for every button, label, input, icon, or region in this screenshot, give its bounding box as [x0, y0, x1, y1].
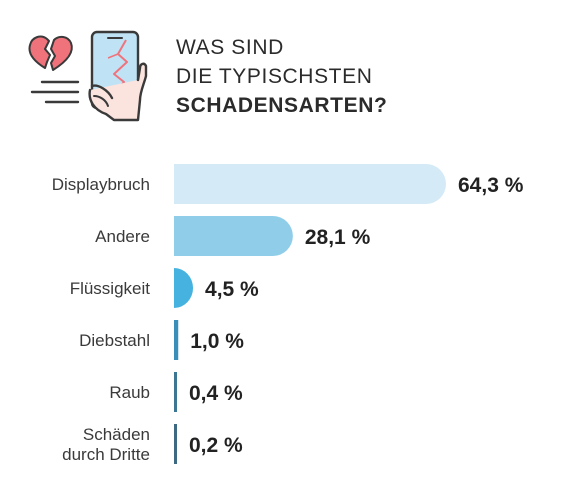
value-label-3: 1,0 % — [190, 330, 244, 353]
title-line-3: SCHADENSARTEN? — [176, 94, 388, 117]
title-line-2: DIE TYPISCHSTEN — [176, 65, 373, 88]
value-label-0: 64,3 % — [458, 174, 524, 197]
bar-1 — [174, 216, 293, 256]
value-label-5: 0,2 % — [189, 434, 243, 457]
speed-lines-icon — [30, 80, 80, 104]
bar-0 — [174, 164, 446, 204]
category-label-3: Diebstahl — [79, 331, 150, 350]
category-label-1: Andere — [95, 227, 150, 246]
value-label-2: 4,5 % — [205, 278, 259, 301]
category-label-2: Flüssigkeit — [70, 279, 151, 298]
title-line-1: WAS SIND — [176, 36, 284, 59]
bar-2 — [174, 268, 194, 308]
bar-chart: Displaybruch 64,3 % Andere 28,1 % Flüssigkei… — [52, 164, 524, 464]
bar-4 — [174, 372, 177, 412]
category-label-0: Displaybruch — [52, 175, 150, 194]
bar-3 — [174, 320, 179, 360]
bar-5 — [174, 424, 177, 464]
hand-icon — [88, 62, 148, 122]
header: WAS SIND DIE TYPISCHSTEN SCHADENSARTEN? — [0, 0, 574, 140]
value-label-1: 28,1 % — [305, 226, 371, 249]
chart-title: WAS SIND DIE TYPISCHSTEN SCHADENSARTEN? — [176, 33, 387, 120]
broken-heart-icon — [28, 35, 73, 71]
category-label-5: Schäden durch Dritte — [62, 425, 150, 464]
infographic-icon — [28, 30, 148, 122]
broken-heart-phone-icon — [28, 30, 158, 122]
category-label-4: Raub — [109, 383, 150, 402]
value-label-4: 0,4 % — [189, 382, 243, 405]
